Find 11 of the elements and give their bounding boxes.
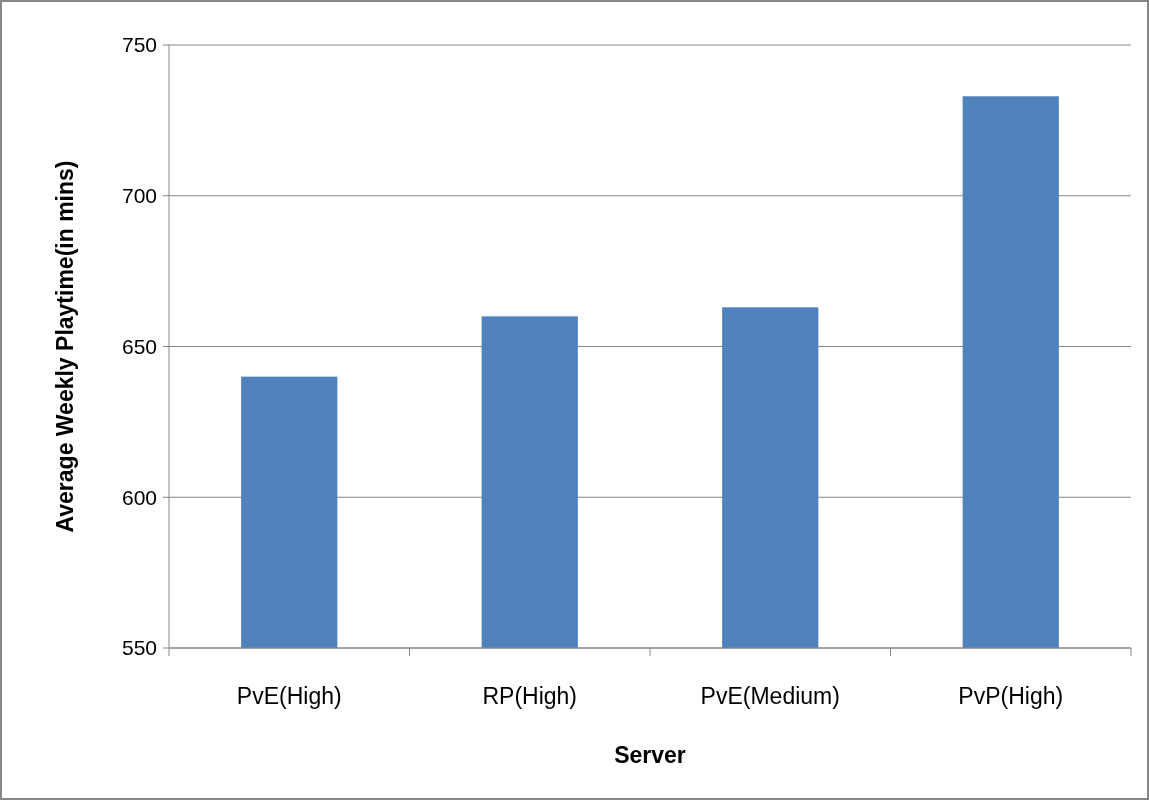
y-tick-label: 650 (121, 334, 157, 358)
y-tick-label: 600 (121, 485, 157, 509)
x-tick-label: PvP(High) (958, 683, 1064, 709)
x-tick-label: RP(High) (482, 683, 578, 709)
y-tick-label: 700 (121, 184, 157, 208)
x-tick-label: PvE(High) (236, 683, 342, 709)
y-tick-label: 550 (121, 636, 157, 660)
x-axis-title: Server (614, 742, 686, 768)
y-tick-label: 750 (121, 33, 157, 57)
x-tick-label: PvE(Medium) (700, 683, 840, 709)
y-axis-title: Average Weekly Playtime(in mins) (52, 160, 78, 533)
